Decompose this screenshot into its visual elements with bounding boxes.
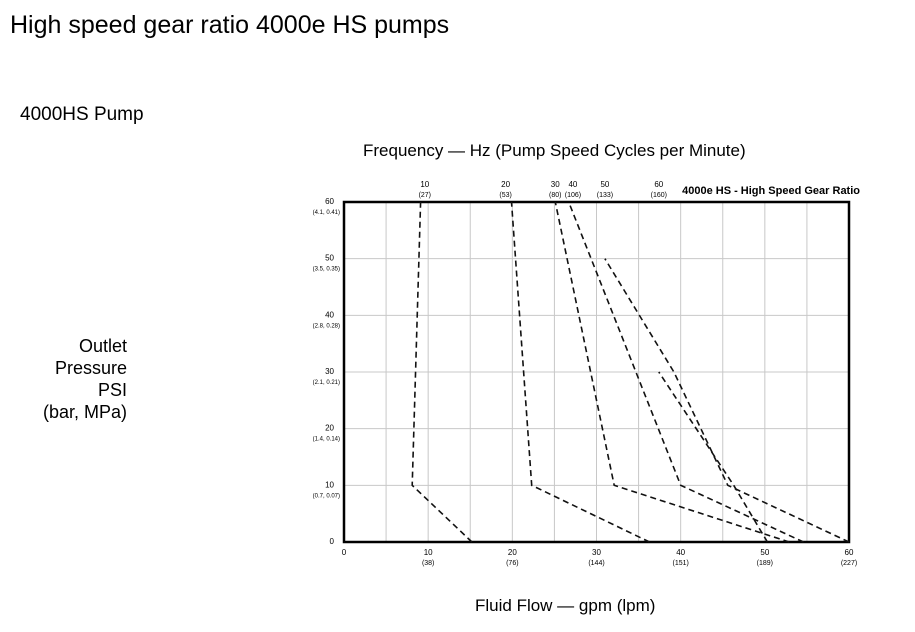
y-tick-label: 40: [325, 310, 334, 319]
frequency-tick-sublabel: (53): [499, 192, 511, 199]
x-tick-sublabel: (151): [672, 560, 688, 567]
pressure-curve-3: [554, 201, 790, 543]
y-tick-sublabel: (2.8, 0.28): [313, 323, 340, 329]
frequency-tick-sublabel: (133): [597, 192, 613, 199]
y-tick-label: 10: [325, 480, 334, 489]
x-tick-sublabel: (76): [506, 560, 518, 567]
x-tick-label: 20: [508, 548, 517, 557]
chart-grid: [344, 202, 849, 542]
y-tick-sublabel: (1.4, 0.14): [313, 437, 340, 443]
x-tick-label: 40: [676, 548, 685, 557]
x-tick-sublabel: (38): [422, 560, 434, 567]
pressure-curve-2: [510, 201, 650, 543]
y-tick-sublabel: (0.7, 0.07): [313, 493, 340, 499]
ylabel-line-3: PSI: [97, 380, 127, 400]
y-tick-label: 20: [325, 424, 334, 433]
frequency-tick-label: 30: [551, 180, 560, 189]
frequency-tick-sublabel: (80): [549, 192, 561, 199]
y-tick-label: 50: [325, 254, 334, 263]
chart-tick-labels: 0 10 (38) 20 (76) 30 (144) 40 (151) 50 (189) 60 (227…: [313, 180, 858, 567]
flow-axis-title: Fluid Flow — gpm (lpm): [475, 596, 656, 615]
y-tick-label: 60: [325, 197, 334, 206]
frequency-axis-title: Frequency — Hz (Pump Speed Cycles per Mi…: [363, 141, 746, 160]
chart-frame: [342, 200, 851, 544]
x-tick-label: 50: [760, 548, 769, 557]
x-tick-label: 30: [592, 548, 601, 557]
x-tick-sublabel: (189): [757, 560, 773, 567]
pump-label: 4000HS Pump: [20, 104, 144, 125]
pressure-axis-title: Outlet Pressure PSI (bar, MPa): [43, 335, 127, 423]
x-tick-label: 0: [342, 548, 347, 557]
x-tick-label: 10: [424, 548, 433, 557]
frequency-tick-label: 10: [420, 180, 429, 189]
y-tick-label: 30: [325, 367, 334, 376]
frequency-tick-label: 50: [600, 180, 609, 189]
frequency-tick-sublabel: (106): [565, 192, 581, 199]
pressure-curve-1: [411, 201, 473, 543]
frequency-tick-sublabel: (27): [419, 192, 431, 199]
pressure-curve-4: [567, 201, 804, 543]
ylabel-line-2: Pressure: [54, 358, 127, 378]
x-tick-sublabel: (227): [841, 560, 857, 567]
pressure-curve-6: [658, 371, 769, 543]
frequency-tick-label: 20: [501, 180, 510, 189]
y-tick-sublabel: (4.1, 0.41): [313, 210, 340, 216]
y-tick-label: 0: [330, 537, 335, 546]
ylabel-line-1: Outlet: [78, 336, 127, 356]
ylabel-line-4: (bar, MPa): [42, 402, 127, 422]
pressure-curve-5: [604, 258, 850, 543]
chart-title: 4000e HS - High Speed Gear Ratio: [682, 185, 860, 197]
x-tick-label: 60: [845, 548, 854, 557]
frequency-tick-label: 60: [654, 180, 663, 189]
frequency-tick-label: 40: [568, 180, 577, 189]
chart-curves: [411, 201, 850, 543]
page-title: High speed gear ratio 4000e HS pumps: [10, 11, 450, 39]
x-tick-sublabel: (144): [588, 560, 604, 567]
y-tick-sublabel: (3.5, 0.35): [313, 267, 340, 273]
frequency-tick-sublabel: (160): [651, 192, 667, 199]
y-tick-sublabel: (2.1, 0.21): [313, 380, 340, 386]
